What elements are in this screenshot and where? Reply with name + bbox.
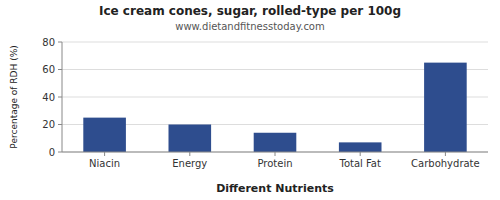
tick-mark: [58, 97, 62, 98]
tick-label: 40: [42, 92, 55, 103]
tick-mark: [58, 42, 62, 43]
grid-line: [62, 42, 488, 43]
chart-container: Ice cream cones, sugar, rolled-type per …: [0, 0, 500, 200]
y-axis-line: [62, 42, 63, 152]
bar: [254, 133, 297, 152]
tick-label: 60: [42, 64, 55, 75]
bar: [339, 142, 382, 152]
tick-mark: [58, 69, 62, 70]
tick-mark: [58, 124, 62, 125]
tick-label: 20: [42, 119, 55, 130]
tick-mark: [275, 152, 276, 156]
bar: [169, 125, 212, 153]
x-axis-title: Different Nutrients: [216, 182, 334, 195]
bar: [424, 63, 467, 152]
category-label: Protein: [257, 158, 292, 169]
tick-mark: [104, 152, 105, 156]
tick-label: 0: [49, 147, 55, 158]
title: Ice cream cones, sugar, rolled-type per …: [99, 4, 401, 18]
category-label: Total Fat: [338, 158, 380, 169]
tick-mark: [445, 152, 446, 156]
tick-label: 80: [42, 37, 55, 48]
bars: [83, 63, 466, 152]
category-label: Niacin: [89, 158, 120, 169]
chart: Ice cream cones, sugar, rolled-type per …: [0, 0, 500, 200]
bar: [83, 118, 126, 152]
y-axis: 0 20 40 60 80: [42, 37, 488, 158]
category-label: Energy: [172, 158, 207, 169]
tick-mark: [58, 152, 62, 153]
x-axis: Niacin Energy Protein Total Fat Carbohydrate: [89, 152, 480, 169]
subtitle: www.dietandfitnesstoday.com: [175, 21, 324, 32]
tick-mark: [189, 152, 190, 156]
category-label: Carbohydrate: [411, 158, 480, 169]
y-axis-title: Percentage of RDH (%): [9, 45, 19, 148]
tick-mark: [360, 152, 361, 156]
